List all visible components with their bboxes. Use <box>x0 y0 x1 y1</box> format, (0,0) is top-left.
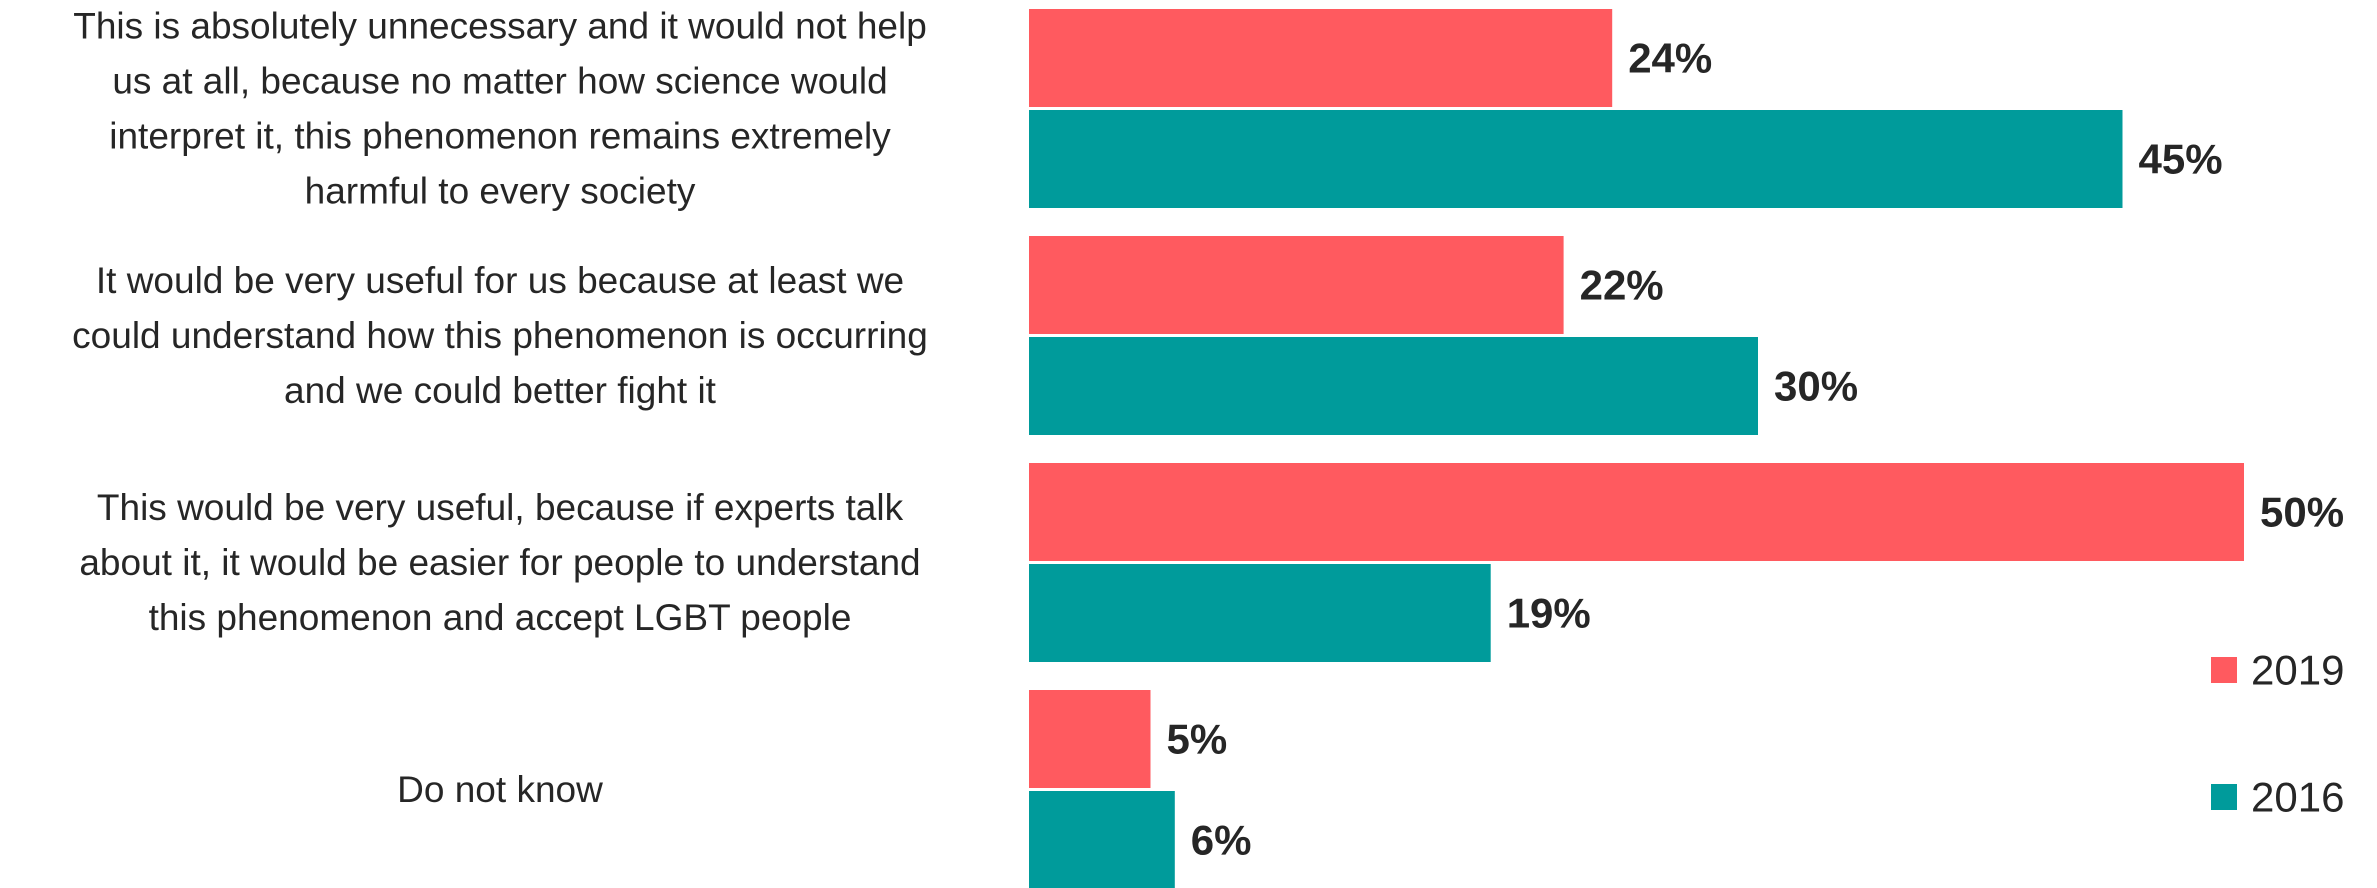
category-label-1-line-2: us at all, because no matter how science… <box>112 61 887 102</box>
bar-2016-3 <box>1029 564 1491 662</box>
value-label-2019-1: 24% <box>1628 35 1712 82</box>
category-label-2-line-1: It would be very useful for us because a… <box>96 260 904 301</box>
value-label-2016-1: 45% <box>2139 136 2223 183</box>
bar-2019-1 <box>1029 9 1613 107</box>
value-label-2016-4: 6% <box>1191 817 1252 864</box>
value-label-2016-3: 19% <box>1507 590 1591 637</box>
category-label-3-line-1: This would be very useful, because if ex… <box>97 487 904 528</box>
category-label-1-line-4: harmful to every society <box>305 171 696 212</box>
category-label-3-line-2: about it, it would be easier for people … <box>79 542 920 583</box>
legend-swatch-2019 <box>2211 657 2237 683</box>
category-label-2-line-3: and we could better fight it <box>284 370 717 411</box>
bar-2019-3 <box>1029 463 2244 561</box>
category-label-4-line-1: Do not know <box>397 769 603 810</box>
value-label-2019-2: 22% <box>1580 262 1664 309</box>
legend-swatch-2016 <box>2211 784 2237 810</box>
value-label-2019-3: 50% <box>2260 489 2344 536</box>
value-label-2019-4: 5% <box>1167 716 1228 763</box>
category-label-1-line-1: This is absolutely unnecessary and it wo… <box>73 6 927 47</box>
category-label-1-line-3: interpret it, this phenomenon remains ex… <box>109 116 891 157</box>
bar-2019-4 <box>1029 690 1151 788</box>
bar-2016-1 <box>1029 110 2123 208</box>
legend-label-2016: 2016 <box>2251 774 2344 821</box>
value-label-2016-2: 30% <box>1774 363 1858 410</box>
bar-2016-2 <box>1029 337 1758 435</box>
category-label-2-line-2: could understand how this phenomenon is … <box>72 315 928 356</box>
bar-2019-2 <box>1029 236 1564 334</box>
legend-label-2019: 2019 <box>2251 647 2344 694</box>
bar-2016-4 <box>1029 791 1175 888</box>
category-label-3-line-3: this phenomenon and accept LGBT people <box>149 597 852 638</box>
